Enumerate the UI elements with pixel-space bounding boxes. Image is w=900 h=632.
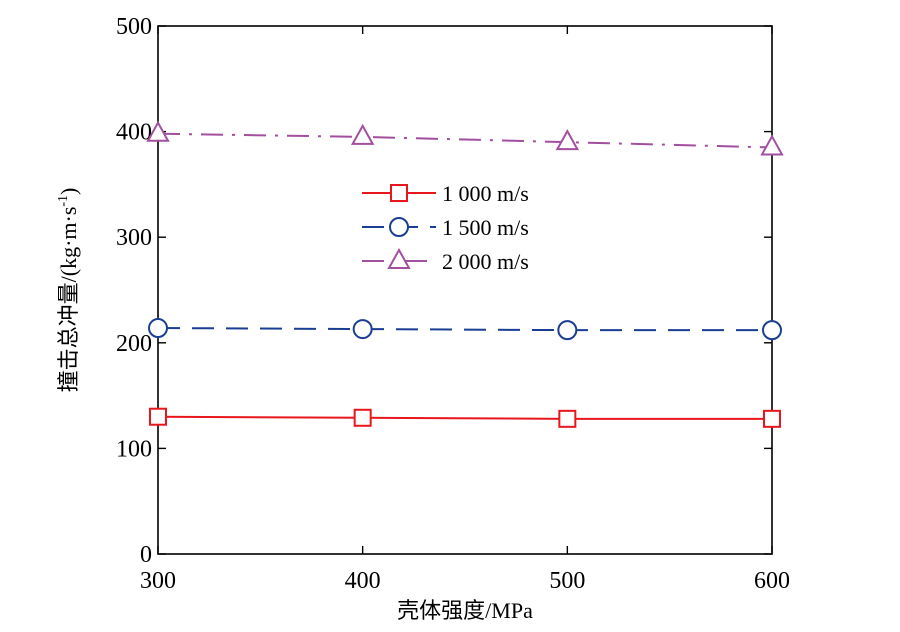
- y-axis-label: 撞击总冲量/(kg·m·s-1): [56, 188, 81, 393]
- data-point-series-1: [558, 409, 577, 428]
- data-point-series-3: [555, 129, 580, 151]
- data-point-series-1: [149, 407, 167, 426]
- data-point-series-2: [148, 318, 168, 339]
- y-axis-label-sup: -1: [56, 195, 71, 207]
- legend-swatch-marker: [389, 217, 409, 237]
- y-tick-label: 0: [140, 542, 152, 568]
- legend-label: 1 500 m/s: [442, 215, 529, 240]
- y-tick-label: 500: [116, 14, 152, 40]
- data-point-series-1: [763, 409, 781, 428]
- data-point-series-2: [557, 320, 578, 341]
- legend-swatch-marker: [390, 184, 408, 202]
- plot-frame: [157, 25, 773, 555]
- x-tick-label: 500: [549, 568, 585, 594]
- legend-label: 2 000 m/s: [442, 249, 529, 274]
- axis-ticks: 300 400 500 600 0 100 200 300 400 500: [116, 14, 790, 594]
- x-tick-label: 600: [754, 568, 790, 594]
- y-tick-label: 200: [116, 331, 152, 357]
- data-point-series-2: [762, 320, 782, 341]
- series-line-1: [157, 415, 772, 420]
- data-point-series-3: [350, 123, 375, 145]
- x-tick-label: 300: [140, 568, 176, 594]
- data-point-series-3: [760, 134, 784, 156]
- legend: 1 000 m/s 1 500 m/s 2 000 m/s: [362, 181, 529, 274]
- series-markers: [146, 120, 784, 428]
- data-point-series-1: [353, 408, 372, 427]
- legend-swatch-marker: [387, 247, 411, 269]
- data-point-series-2: [352, 319, 373, 340]
- y-tick-label: 400: [116, 120, 152, 146]
- data-point-series-3: [146, 120, 170, 142]
- legend-label: 1 000 m/s: [442, 181, 529, 206]
- y-tick-label: 100: [116, 436, 152, 462]
- y-axis-label-main: 撞击总冲量/(kg·m·s: [56, 207, 81, 393]
- series-line-2: [157, 327, 772, 332]
- y-axis-label-end: ): [56, 188, 81, 195]
- series-lines: [157, 132, 773, 420]
- series-line-3: [157, 132, 773, 149]
- x-tick-label: 400: [345, 568, 381, 594]
- y-tick-label: 300: [116, 225, 152, 251]
- x-axis-label: 壳体强度/MPa: [397, 598, 533, 623]
